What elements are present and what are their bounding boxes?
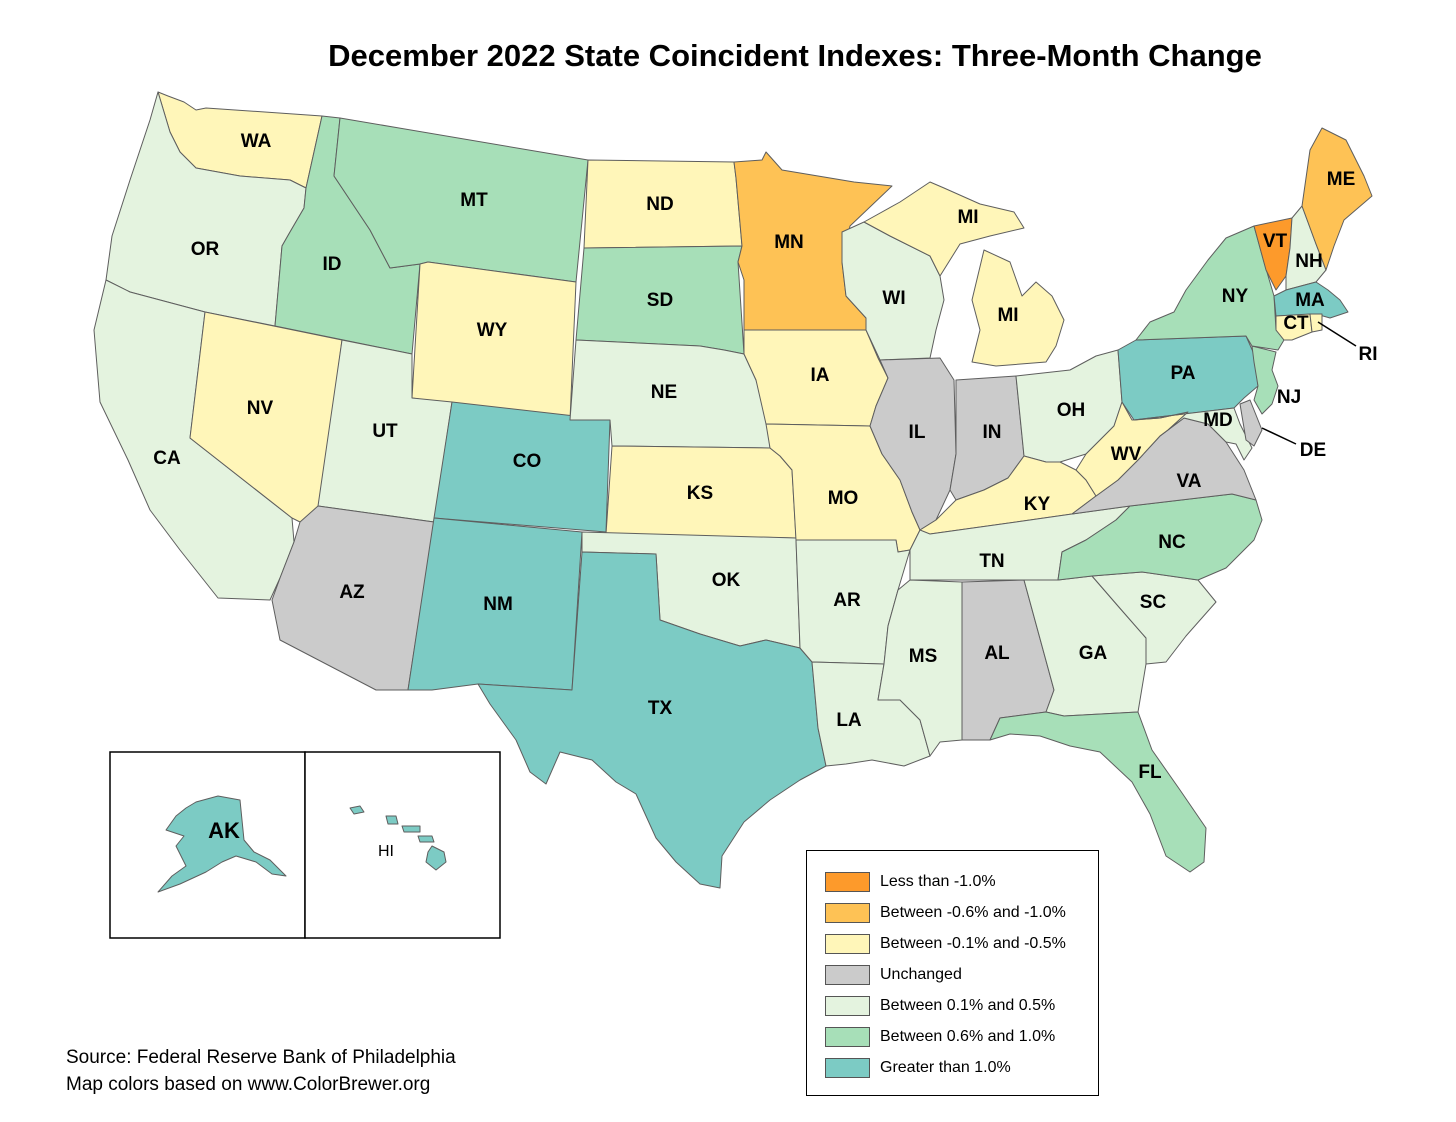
label-WA: WA xyxy=(241,131,272,152)
label-NV: NV xyxy=(247,398,274,419)
state-AK xyxy=(157,795,287,893)
label-RI: RI xyxy=(1359,344,1378,365)
leader-line-RI xyxy=(1317,321,1357,347)
state-HI-4 xyxy=(417,835,435,843)
label-UT: UT xyxy=(372,421,398,442)
label-MA: MA xyxy=(1295,290,1325,311)
label-OK: OK xyxy=(712,570,741,591)
label-VA: VA xyxy=(1177,471,1202,492)
legend-swatch xyxy=(825,872,870,892)
label-MO: MO xyxy=(828,488,859,509)
label-MN: MN xyxy=(774,232,804,253)
state-HI-5 xyxy=(425,845,447,871)
legend-swatch xyxy=(825,996,870,1016)
legend-swatch xyxy=(825,1027,870,1047)
label-AR: AR xyxy=(833,590,861,611)
state-labels: WA OR CA ID NV MT WY UT AZ CO NM ND SD N… xyxy=(153,131,1377,860)
label-IL: IL xyxy=(909,422,926,443)
state-FL xyxy=(989,711,1207,873)
legend-label: Between -0.1% and -0.5% xyxy=(880,935,1066,952)
label-LA: LA xyxy=(836,710,862,731)
state-NJ xyxy=(1251,345,1279,415)
label-KS: KS xyxy=(687,483,713,504)
state-HI-2 xyxy=(385,815,399,825)
label-MD: MD xyxy=(1203,410,1233,431)
legend-item: Between 0.1% and 0.5% xyxy=(825,995,1055,1017)
label-MS: MS xyxy=(909,646,938,667)
colorbrewer-credit: Map colors based on www.ColorBrewer.org xyxy=(66,1074,431,1095)
label-NJ: NJ xyxy=(1277,387,1301,408)
legend-label: Less than -1.0% xyxy=(880,873,996,890)
leader-line-DE xyxy=(1261,427,1297,445)
label-OR: OR xyxy=(191,239,220,260)
label-OH: OH xyxy=(1057,400,1086,421)
label-ID: ID xyxy=(323,254,342,275)
legend-swatch xyxy=(825,934,870,954)
state-HI-3 xyxy=(401,825,421,833)
label-CO: CO xyxy=(513,451,542,472)
legend-label: Between -0.6% and -1.0% xyxy=(880,904,1066,921)
legend-item: Between -0.6% and -1.0% xyxy=(825,902,1066,924)
label-TX: TX xyxy=(648,698,673,719)
legend-swatch xyxy=(825,965,870,985)
legend-item: Between -0.1% and -0.5% xyxy=(825,933,1066,955)
label-FL: FL xyxy=(1138,762,1162,783)
label-HI: HI xyxy=(378,843,394,860)
label-WI: WI xyxy=(882,288,905,309)
label-NY: NY xyxy=(1222,286,1249,307)
legend: Less than -1.0% Between -0.6% and -1.0% … xyxy=(806,850,1099,1096)
label-ND: ND xyxy=(646,194,673,215)
legend-swatch xyxy=(825,903,870,923)
state-MD xyxy=(1133,407,1253,461)
state-ME xyxy=(1301,127,1373,271)
label-MI-lower: MI xyxy=(997,305,1018,326)
legend-item: Unchanged xyxy=(825,964,962,986)
label-WY: WY xyxy=(477,320,508,341)
legend-label: Greater than 1.0% xyxy=(880,1059,1011,1076)
legend-item: Greater than 1.0% xyxy=(825,1057,1011,1079)
label-KY: KY xyxy=(1024,494,1051,515)
legend-item: Between 0.6% and 1.0% xyxy=(825,1026,1055,1048)
label-CT: CT xyxy=(1283,313,1309,334)
legend-label: Between 0.6% and 1.0% xyxy=(880,1028,1056,1045)
label-MT: MT xyxy=(460,190,488,211)
label-AK: AK xyxy=(208,818,240,843)
legend-swatch xyxy=(825,1058,870,1078)
source-note: Source: Federal Reserve Bank of Philadel… xyxy=(66,1044,456,1098)
label-GA: GA xyxy=(1079,643,1108,664)
inset-frame-hawaii xyxy=(304,751,501,939)
state-NC xyxy=(1057,493,1263,581)
state-RI xyxy=(1309,313,1323,333)
legend-item: Less than -1.0% xyxy=(825,871,996,893)
state-IL xyxy=(869,357,957,531)
label-CA: CA xyxy=(153,448,181,469)
label-TN: TN xyxy=(979,551,1004,572)
label-NC: NC xyxy=(1158,532,1186,553)
label-IN: IN xyxy=(983,422,1002,443)
label-VT: VT xyxy=(1263,231,1288,252)
label-PA: PA xyxy=(1171,363,1196,384)
state-MI-lower xyxy=(971,249,1065,367)
legend-label: Between 0.1% and 0.5% xyxy=(880,997,1056,1014)
label-ME: ME xyxy=(1327,169,1356,190)
label-NH: NH xyxy=(1295,251,1322,272)
label-AL: AL xyxy=(984,643,1010,664)
label-NE: NE xyxy=(651,382,677,403)
state-DE xyxy=(1239,399,1263,447)
label-SC: SC xyxy=(1140,592,1167,613)
legend-label: Unchanged xyxy=(880,966,962,983)
label-MI-upper: MI xyxy=(957,207,978,228)
label-AZ: AZ xyxy=(339,582,365,603)
source-line: Source: Federal Reserve Bank of Philadel… xyxy=(66,1047,456,1068)
state-HI-1 xyxy=(349,805,365,815)
state-TX xyxy=(477,551,827,889)
label-NM: NM xyxy=(483,594,513,615)
label-DE: DE xyxy=(1300,440,1326,461)
state-MI-upper xyxy=(863,181,1025,277)
label-IA: IA xyxy=(811,365,830,386)
map-title: December 2022 State Coincident Indexes: … xyxy=(328,38,1262,73)
label-SD: SD xyxy=(647,290,673,311)
label-WV: WV xyxy=(1111,444,1142,465)
